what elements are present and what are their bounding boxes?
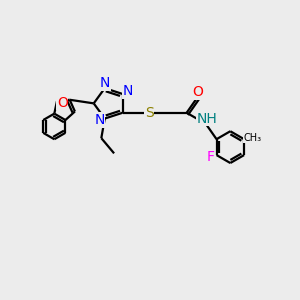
Text: N: N <box>123 84 133 98</box>
Text: F: F <box>207 149 215 164</box>
Text: O: O <box>57 96 68 110</box>
Text: NH: NH <box>197 112 218 126</box>
Text: S: S <box>145 106 154 120</box>
Text: N: N <box>100 76 110 90</box>
Text: N: N <box>94 113 105 127</box>
Text: CH₃: CH₃ <box>243 133 261 143</box>
Text: O: O <box>192 85 203 99</box>
